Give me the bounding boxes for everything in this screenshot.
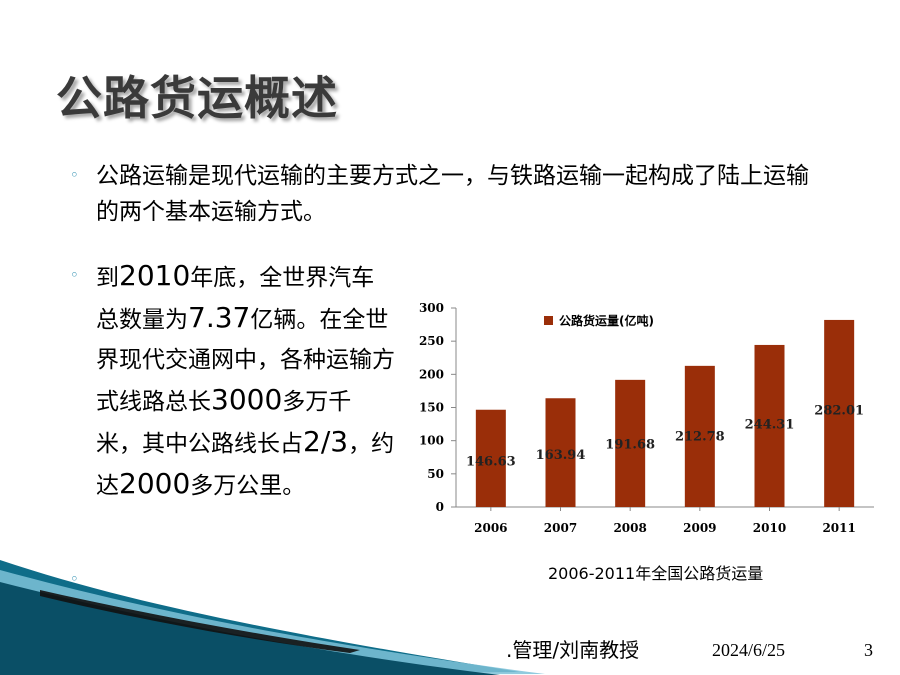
bullet-marker-empty: ◦ bbox=[70, 570, 79, 588]
corner-swoosh-decoration bbox=[0, 560, 545, 675]
bullet-2-part: ，约达 bbox=[96, 431, 395, 499]
data-label: 244.31 bbox=[745, 418, 795, 433]
data-label: 146.63 bbox=[466, 455, 516, 470]
bar bbox=[475, 409, 506, 507]
bullet-2-number: 7.37 bbox=[188, 301, 251, 334]
bullet-2-number: 2/3 bbox=[303, 425, 349, 458]
bullet-2-text: 到2010年底，全世界汽车总数量为7.37亿辆。在全世界现代交通网中，各种运输方… bbox=[96, 256, 396, 506]
data-label: 191.68 bbox=[605, 438, 655, 453]
footer-date: 2024/6/25 bbox=[712, 640, 786, 660]
bullet-2-part: 多万千米，其中公路线长占 bbox=[96, 389, 352, 457]
legend-label: 公路货运量(亿吨) bbox=[559, 313, 654, 328]
y-tick-label: 250 bbox=[419, 334, 444, 348]
y-tick-label: 50 bbox=[427, 467, 444, 481]
data-label: 163.94 bbox=[536, 448, 586, 463]
bar bbox=[754, 344, 785, 507]
data-label: 282.01 bbox=[814, 403, 864, 418]
bar bbox=[545, 398, 576, 507]
bullet-2-part: 多万公里。 bbox=[190, 473, 306, 499]
bullet-2-part: 年底，全世界汽车总数量为 bbox=[96, 265, 375, 333]
page-number: 3 bbox=[864, 640, 873, 660]
y-tick-label: 100 bbox=[419, 434, 444, 448]
slide-title: 公路货运概述 bbox=[56, 71, 338, 125]
x-tick-label: 2011 bbox=[822, 521, 855, 535]
footer-author: .管理/刘南教授 bbox=[506, 638, 640, 662]
bullet-1-text: 公路运输是现代运输的主要方式之一，与铁路运输一起构成了陆上运输的两个基本运输方式… bbox=[96, 163, 809, 225]
y-tick-label: 0 bbox=[436, 500, 444, 514]
bar bbox=[684, 365, 715, 507]
bullet-2-number: 2010 bbox=[119, 259, 191, 292]
chart-caption: 2006-2011年全国公路货运量 bbox=[548, 564, 764, 583]
x-tick-label: 2008 bbox=[613, 521, 646, 535]
x-tick-label: 2006 bbox=[474, 521, 507, 535]
bullet-2-number: 2000 bbox=[119, 467, 191, 500]
x-tick-label: 2010 bbox=[753, 521, 786, 535]
data-label: 212.78 bbox=[675, 430, 725, 445]
bullet-2-part: 亿辆。在全世界现代交通网中，各种运输方式线路总长 bbox=[96, 307, 395, 415]
bullet-2-part: 到 bbox=[96, 265, 119, 291]
legend-swatch bbox=[544, 316, 553, 325]
bar bbox=[615, 379, 646, 507]
x-tick-label: 2007 bbox=[544, 521, 577, 535]
y-tick-label: 200 bbox=[419, 367, 444, 381]
x-tick-label: 2009 bbox=[683, 521, 716, 535]
y-tick-label: 150 bbox=[419, 401, 444, 415]
y-tick-label: 300 bbox=[419, 301, 444, 315]
bullet-marker: ◦ bbox=[70, 166, 79, 184]
bullet-2-number: 3000 bbox=[211, 383, 283, 416]
freight-bar-chart: 0 50 100 150 200 250 300 2006 146.63 2007 163.94 20… bbox=[419, 301, 874, 535]
bullet-marker: ◦ bbox=[70, 266, 79, 284]
bar bbox=[824, 319, 855, 507]
